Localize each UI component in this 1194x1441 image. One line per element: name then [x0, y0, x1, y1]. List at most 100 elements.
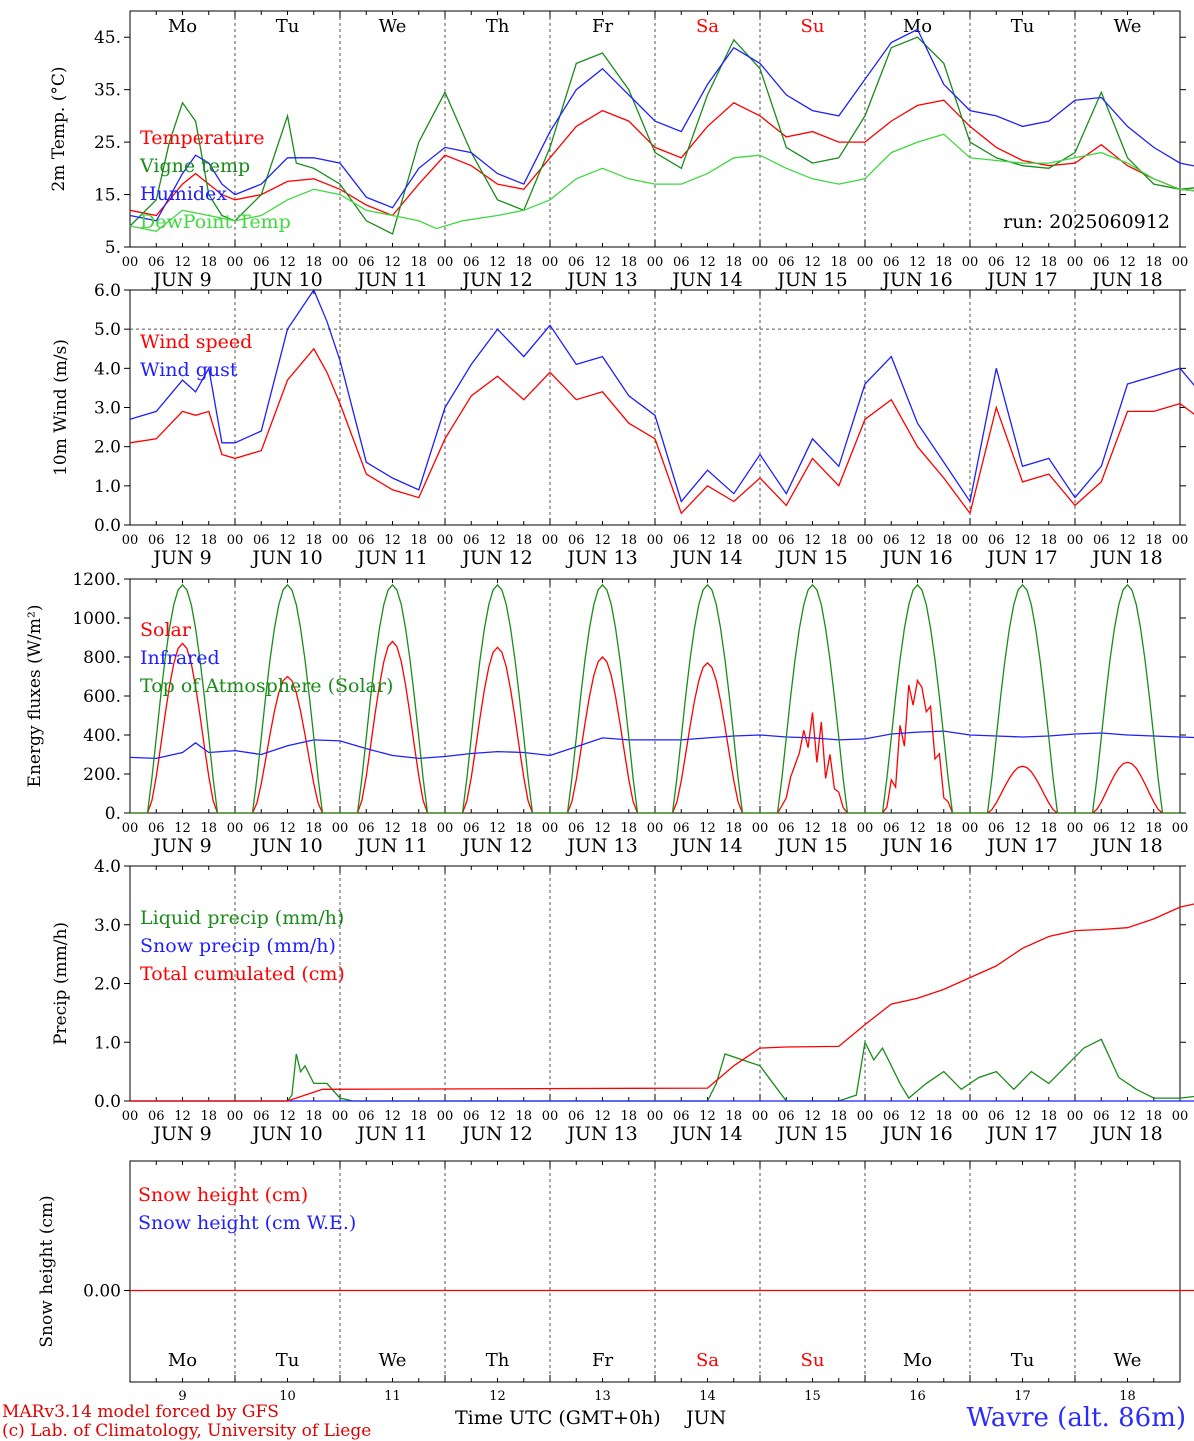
hour-tick-label: 18 [620, 533, 637, 548]
hour-tick-label: 00 [857, 533, 874, 548]
hour-tick-label: 12 [1119, 821, 1136, 836]
hour-tick-label: 12 [489, 821, 506, 836]
hour-tick-label: 12 [1014, 533, 1031, 548]
hour-tick-label: 12 [384, 821, 401, 836]
hour-tick-label: 00 [1067, 255, 1084, 270]
hour-tick-label: 18 [620, 821, 637, 836]
weekday-label: Su [801, 16, 825, 37]
hour-tick-label: 18 [1040, 255, 1057, 270]
hour-tick-label: 12 [699, 255, 716, 270]
date-label: JUN 12 [460, 835, 532, 857]
y-tick-label: 0.00 [83, 1282, 121, 1302]
day-number-label: 14 [699, 1389, 716, 1404]
date-label: JUN 18 [1090, 547, 1162, 569]
hour-tick-label: 06 [358, 1109, 375, 1124]
bottom-weekday-label: Tu [276, 1350, 300, 1371]
hour-tick-label: 06 [568, 821, 585, 836]
hour-tick-label: 06 [673, 533, 690, 548]
day-number-label: 18 [1119, 1389, 1136, 1404]
date-label: JUN 17 [985, 1123, 1057, 1145]
date-label: JUN 9 [151, 269, 211, 291]
hour-tick-label: 18 [305, 821, 322, 836]
hour-tick-label: 12 [174, 255, 191, 270]
bottom-weekday-label: We [1114, 1350, 1142, 1371]
series-line-dewpoint-temp [129, 133, 1194, 232]
legend-entry: Solar [140, 619, 192, 641]
hour-tick-label: 06 [778, 255, 795, 270]
hour-tick-label: 00 [857, 255, 874, 270]
hour-tick-label: 18 [620, 1109, 637, 1124]
y-tick-label: 1.0 [94, 1033, 121, 1053]
hour-tick-label: 00 [437, 255, 454, 270]
hour-tick-label: 18 [1145, 821, 1162, 836]
hour-tick-label: 00 [752, 255, 769, 270]
hour-tick-label: 18 [725, 821, 742, 836]
hour-tick-label: 12 [384, 533, 401, 548]
hour-tick-label: 18 [1145, 533, 1162, 548]
hour-tick-label: 06 [253, 1109, 270, 1124]
y-axis-label: Snow height (cm) [37, 1195, 57, 1347]
weekday-label: Tu [1011, 16, 1035, 37]
y-tick-label: 1.0 [94, 477, 121, 497]
hour-tick-label: 00 [437, 821, 454, 836]
date-label: JUN 11 [355, 269, 427, 291]
y-tick-label: 200. [83, 765, 121, 785]
hour-tick-label: 18 [515, 255, 532, 270]
hour-tick-label: 18 [515, 533, 532, 548]
hour-tick-label: 12 [279, 533, 296, 548]
date-label: JUN 16 [880, 269, 952, 291]
hour-tick-label: 00 [227, 255, 244, 270]
hour-tick-label: 00 [437, 1109, 454, 1124]
hour-tick-label: 06 [148, 1109, 165, 1124]
bottom-weekday-label: Th [486, 1350, 510, 1371]
hour-tick-label: 06 [988, 533, 1005, 548]
y-axis-label: 2m Temp. (°C) [49, 66, 69, 191]
y-tick-label: 600. [83, 687, 121, 707]
date-label: JUN 9 [151, 835, 211, 857]
hour-tick-label: 00 [122, 1109, 139, 1124]
bottom-weekday-label: Mo [168, 1350, 197, 1371]
date-label: JUN 10 [250, 1123, 322, 1145]
date-label: JUN 17 [985, 269, 1057, 291]
day-number-label: 15 [804, 1389, 821, 1404]
legend-entry: Liquid precip (mm/h) [140, 907, 344, 929]
date-label: JUN 18 [1090, 269, 1162, 291]
hour-tick-label: 06 [883, 821, 900, 836]
hour-tick-label: 00 [962, 533, 979, 548]
date-label: JUN 9 [151, 1123, 211, 1145]
y-tick-label: 4.0 [94, 359, 121, 379]
credit-line-1: MARv3.14 model forced by GFS [2, 1402, 279, 1422]
hour-tick-label: 06 [778, 1109, 795, 1124]
y-tick-label: 0. [105, 804, 121, 824]
y-tick-label: 800. [83, 648, 121, 668]
series-line-wind-gust [129, 288, 1194, 504]
credit-line-2: (c) Lab. of Climatology, University of L… [2, 1421, 372, 1441]
legend-entry: Top of Atmosphere (Solar) [140, 675, 393, 697]
date-label: JUN 17 [985, 835, 1057, 857]
hour-tick-label: 06 [988, 255, 1005, 270]
hour-tick-label: 12 [909, 1109, 926, 1124]
hour-tick-label: 12 [1014, 821, 1031, 836]
hour-tick-label: 00 [857, 821, 874, 836]
series-line-top-of-atmosphere-solar- [130, 583, 1180, 814]
hour-tick-label: 00 [332, 1109, 349, 1124]
date-label: JUN 15 [775, 269, 847, 291]
hour-tick-label: 06 [988, 821, 1005, 836]
hour-tick-label: 00 [122, 533, 139, 548]
hour-tick-label: 06 [1093, 821, 1110, 836]
date-label: JUN 10 [250, 835, 322, 857]
hour-tick-label: 12 [594, 1109, 611, 1124]
hour-tick-label: 12 [1014, 255, 1031, 270]
day-number-label: 16 [909, 1389, 926, 1404]
hour-tick-label: 12 [174, 1109, 191, 1124]
series-line-vigne-temp [129, 36, 1194, 235]
hour-tick-label: 12 [489, 533, 506, 548]
hour-tick-label: 18 [830, 533, 847, 548]
day-number-label: 11 [384, 1389, 401, 1404]
hour-tick-label: 12 [699, 1109, 716, 1124]
hour-tick-label: 06 [358, 533, 375, 548]
y-tick-label: 5.0 [94, 320, 121, 340]
y-tick-label: 1200. [72, 570, 121, 590]
hour-tick-label: 18 [620, 255, 637, 270]
